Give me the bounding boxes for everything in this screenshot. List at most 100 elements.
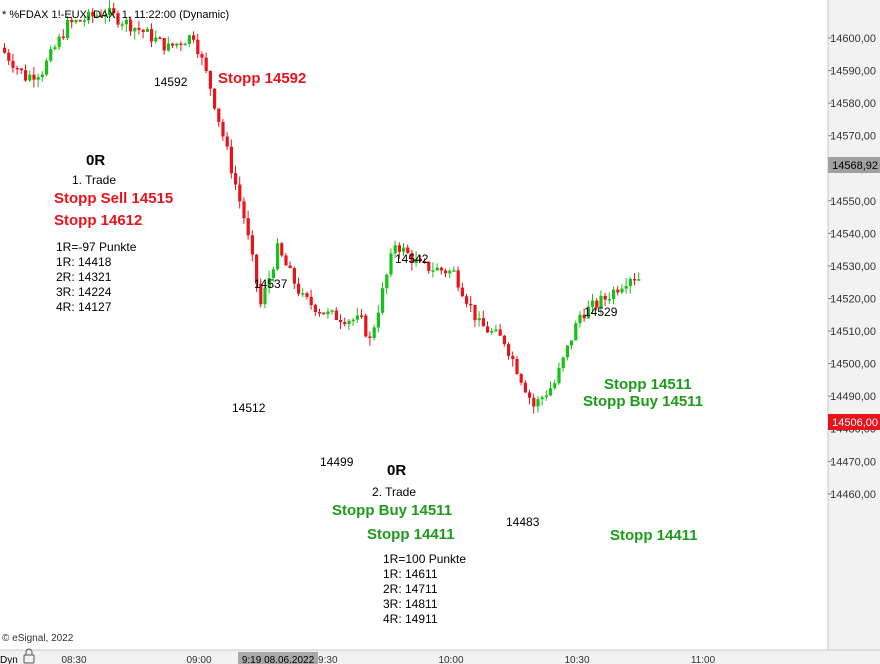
candle-up bbox=[494, 329, 498, 332]
candle-up bbox=[536, 399, 540, 407]
candle-down bbox=[519, 374, 523, 383]
candle-up bbox=[402, 247, 406, 252]
stop-14592-label: Stopp 14592 bbox=[218, 70, 307, 87]
candle-up bbox=[87, 11, 91, 21]
candle-down bbox=[196, 39, 200, 55]
candle-up bbox=[607, 298, 611, 301]
candle-down bbox=[288, 265, 292, 269]
candle-down bbox=[297, 283, 301, 294]
candle-down bbox=[427, 261, 431, 271]
candle-up bbox=[330, 310, 334, 312]
y-tick-label: 14600,00 bbox=[830, 33, 876, 45]
price-tag-current-bg bbox=[828, 414, 880, 430]
candle-down bbox=[3, 47, 7, 53]
candle-up bbox=[53, 47, 57, 50]
candle-up bbox=[637, 279, 641, 281]
candle-up bbox=[95, 15, 99, 17]
candle-down bbox=[406, 247, 410, 254]
candle-down bbox=[70, 19, 74, 23]
level-label: 14512 bbox=[232, 401, 266, 415]
level-label: 14499 bbox=[320, 455, 354, 469]
candle-down bbox=[158, 37, 162, 40]
candle-down bbox=[225, 136, 229, 147]
cursor-time-label: 9:19 08.06.2022 bbox=[242, 655, 315, 664]
trade2-r-item: 2R: 14711 bbox=[383, 582, 438, 596]
candle-up bbox=[385, 274, 389, 289]
candle-up bbox=[154, 37, 158, 42]
candle-up bbox=[557, 368, 561, 384]
candle-down bbox=[99, 15, 103, 17]
candle-down bbox=[368, 336, 372, 338]
candle-down bbox=[217, 108, 221, 122]
trade2-r-list: 1R=100 Punkte 1R: 14611 2R: 14711 3R: 14… bbox=[383, 552, 466, 627]
y-tick-label: 14510,00 bbox=[830, 326, 876, 338]
y-tick-label: 14550,00 bbox=[830, 196, 876, 208]
candle-down bbox=[498, 329, 502, 336]
candle-up bbox=[570, 340, 574, 346]
lock-icon[interactable] bbox=[23, 648, 35, 664]
candle-down bbox=[309, 296, 313, 305]
candle-down bbox=[15, 67, 19, 70]
candle-up bbox=[591, 300, 595, 307]
candle-down bbox=[444, 270, 448, 274]
candle-up bbox=[187, 35, 191, 44]
candle-down bbox=[250, 235, 254, 255]
candle-down bbox=[322, 312, 326, 315]
trade2-entry: Stopp Buy 14511 bbox=[332, 502, 453, 519]
right-stop-14511: Stopp 14511 bbox=[604, 376, 692, 393]
candle-down bbox=[32, 74, 36, 80]
y-tick-label: 14460,00 bbox=[830, 489, 876, 501]
candle-down bbox=[360, 315, 364, 317]
candle-down bbox=[603, 295, 607, 300]
candle-down bbox=[339, 319, 343, 323]
candle-down bbox=[502, 335, 506, 345]
candle-up bbox=[389, 253, 393, 275]
candle-down bbox=[150, 29, 154, 42]
candle-down bbox=[162, 38, 166, 51]
x-tick-label: 11:00 bbox=[691, 655, 716, 664]
candle-down bbox=[234, 173, 238, 185]
trade2-stop: Stopp 14411 bbox=[367, 526, 455, 543]
candle-down bbox=[582, 314, 586, 319]
candle-up bbox=[183, 43, 187, 46]
trade2-name: 2. Trade bbox=[372, 485, 417, 499]
y-tick-label: 14470,00 bbox=[830, 456, 876, 468]
right-buy-14511: Stopp Buy 14511 bbox=[583, 393, 704, 410]
candle-down bbox=[616, 289, 620, 293]
x-tick-label: 10:30 bbox=[564, 655, 589, 664]
candle-down bbox=[61, 36, 65, 39]
candle-up bbox=[45, 60, 49, 75]
candle-up bbox=[82, 20, 86, 22]
dyn-label: Dyn bbox=[0, 655, 18, 664]
y-tick-label: 14530,00 bbox=[830, 261, 876, 273]
candle-down bbox=[280, 243, 284, 256]
level-label: 14537 bbox=[254, 277, 288, 291]
candle-down bbox=[364, 315, 368, 337]
trade1-or: 0R bbox=[86, 152, 106, 169]
candle-down bbox=[528, 392, 532, 398]
copyright: © eSignal, 2022 bbox=[2, 633, 74, 644]
candle-down bbox=[418, 258, 422, 262]
candle-up bbox=[301, 293, 305, 295]
trade1-r-list: 1R=-97 Punkte 1R: 14418 2R: 14321 3R: 14… bbox=[56, 240, 136, 315]
candle-down bbox=[313, 304, 317, 313]
x-tick-label: 10:00 bbox=[438, 655, 463, 664]
candle-up bbox=[490, 330, 494, 333]
candle-up bbox=[66, 19, 70, 39]
level-label: 14542 bbox=[395, 252, 429, 266]
candle-down bbox=[255, 254, 259, 284]
candle-down bbox=[141, 29, 145, 32]
candle-up bbox=[57, 36, 61, 48]
candle-up bbox=[108, 8, 112, 15]
candle-up bbox=[574, 323, 578, 341]
candle-down bbox=[246, 218, 250, 236]
candle-down bbox=[19, 68, 23, 71]
candle-down bbox=[221, 121, 225, 137]
candle-up bbox=[477, 318, 481, 321]
candle-up bbox=[381, 288, 385, 313]
candle-down bbox=[116, 13, 120, 25]
x-tick-label: 08:30 bbox=[61, 655, 86, 664]
candle-down bbox=[410, 253, 414, 263]
y-tick-label: 14590,00 bbox=[830, 66, 876, 78]
